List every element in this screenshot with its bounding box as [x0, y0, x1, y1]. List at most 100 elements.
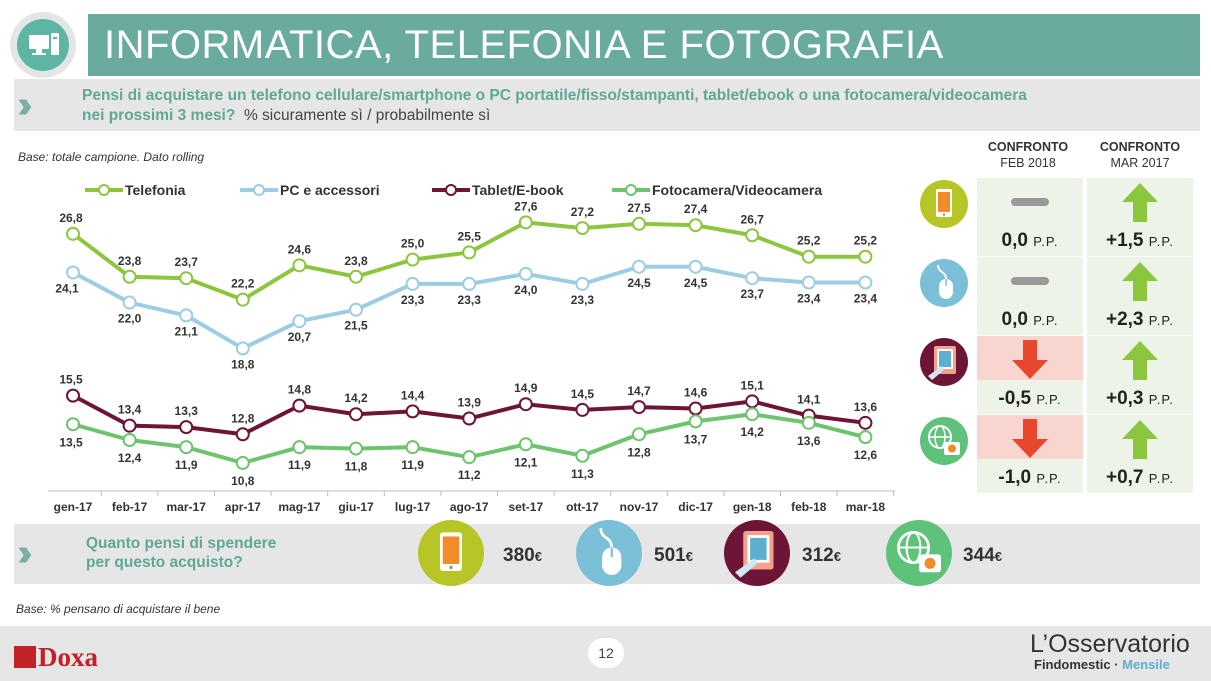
data-point: [124, 434, 136, 446]
data-label: 26,8: [59, 211, 83, 225]
comparison-cell-mar: +2,3 P.P.: [1087, 257, 1193, 335]
data-label: 25,5: [458, 229, 482, 243]
category-icon: [920, 180, 968, 228]
data-label: 22,2: [231, 277, 255, 291]
data-label: 13,9: [458, 396, 482, 410]
data-label: 13,6: [797, 434, 821, 448]
data-point: [746, 408, 758, 420]
doxa-mark-icon: [14, 646, 36, 668]
legend-marker: [254, 185, 264, 195]
data-point: [859, 277, 871, 289]
data-label: 12,4: [118, 451, 142, 465]
x-tick-label: set-17: [508, 500, 543, 514]
arrow-up-icon: [1115, 417, 1165, 461]
data-point: [350, 408, 362, 420]
data-label: 23,8: [118, 254, 142, 268]
data-label: 15,5: [59, 373, 83, 387]
question-line-2: nei prossimi 3 mesi? % sicuramente sì / …: [82, 107, 490, 125]
data-label: 14,1: [797, 393, 821, 407]
comparison-header-mar: CONFRONTO MAR 2017: [1085, 139, 1195, 171]
data-label: 11,3: [571, 467, 594, 481]
data-label: 23,7: [741, 287, 765, 301]
legend-label: Tablet/E-book: [472, 182, 564, 198]
x-tick-label: lug-17: [395, 500, 431, 514]
x-tick-label: nov-17: [620, 500, 659, 514]
data-point: [407, 278, 419, 290]
data-point: [180, 272, 192, 284]
data-point: [124, 297, 136, 309]
data-label: 24,6: [288, 242, 312, 256]
arrow-up-icon: [1115, 259, 1165, 303]
spend-value: 380€: [503, 545, 542, 567]
data-point: [803, 251, 815, 263]
comparison-cell-mar: +0,3 P.P.: [1087, 336, 1193, 414]
data-point: [180, 421, 192, 433]
data-label: 14,2: [344, 391, 368, 405]
legend-entry: Telefonia: [85, 182, 186, 198]
data-point: [293, 259, 305, 271]
comparison-value: -1,0 P.P.: [977, 467, 1083, 489]
comparison-cell-mar: +1,5 P.P.: [1087, 178, 1193, 256]
doxa-logo: Doxa: [14, 642, 98, 673]
data-label: 13,6: [854, 400, 878, 414]
data-label: 11,2: [458, 468, 481, 482]
data-label: 20,7: [288, 330, 312, 344]
data-point: [463, 278, 475, 290]
comparison-cell-feb: -0,5 P.P.: [977, 336, 1083, 414]
smartphone-icon: [418, 520, 484, 586]
data-label: 23,3: [571, 293, 595, 307]
data-point: [407, 254, 419, 266]
data-point: [124, 271, 136, 283]
data-point: [576, 278, 588, 290]
data-label: 21,5: [344, 319, 368, 333]
legend-marker: [446, 185, 456, 195]
x-tick-label: feb-17: [112, 500, 148, 514]
data-label: 23,8: [344, 254, 368, 268]
data-label: 12,8: [627, 445, 651, 459]
data-label: 23,4: [797, 292, 821, 306]
data-label: 14,2: [741, 425, 765, 439]
data-point: [67, 228, 79, 240]
data-label: 12,1: [514, 455, 538, 469]
data-label: 13,5: [59, 435, 83, 449]
data-label: 14,6: [684, 386, 708, 400]
data-point: [633, 401, 645, 413]
comparison-header-feb: CONFRONTO FEB 2018: [973, 139, 1083, 171]
data-label: 13,4: [118, 403, 142, 417]
data-point: [859, 251, 871, 263]
category-icon: [920, 259, 968, 307]
computer-icon: [17, 19, 69, 71]
data-label: 14,9: [514, 381, 538, 395]
data-point: [293, 315, 305, 327]
data-label: 25,2: [797, 234, 821, 248]
data-point: [463, 246, 475, 258]
data-label: 27,5: [627, 201, 651, 215]
x-tick-label: apr-17: [225, 500, 261, 514]
x-tick-label: ott-17: [566, 500, 599, 514]
data-label: 23,3: [458, 293, 482, 307]
data-point: [180, 309, 192, 321]
data-point: [293, 400, 305, 412]
spend-value: 344€: [963, 545, 1002, 567]
comparison-value: +1,5 P.P.: [1087, 230, 1193, 252]
data-point: [520, 398, 532, 410]
flat-dash-icon: [1005, 259, 1055, 303]
data-point: [67, 418, 79, 430]
data-point: [350, 304, 362, 316]
arrow-up-icon: [1115, 338, 1165, 382]
x-tick-label: gen-17: [54, 500, 93, 514]
x-tick-label: dic-17: [678, 500, 713, 514]
section-logo: [17, 19, 69, 71]
comparison-cell-feb: 0,0 P.P.: [977, 257, 1083, 335]
data-point: [67, 390, 79, 402]
data-label: 12,6: [854, 448, 878, 462]
data-label: 11,9: [175, 458, 198, 472]
page-number: 12: [588, 638, 624, 668]
mouse-icon: [920, 259, 968, 307]
data-point: [690, 403, 702, 415]
data-point: [350, 443, 362, 455]
comparison-value: +2,3 P.P.: [1087, 309, 1193, 331]
comparison-value: +0,7 P.P.: [1087, 467, 1193, 489]
base-note-bottom: Base: % pensano di acquistare il bene: [16, 602, 220, 616]
osservatorio-subtitle: Findomestic · Mensile: [1034, 657, 1170, 672]
